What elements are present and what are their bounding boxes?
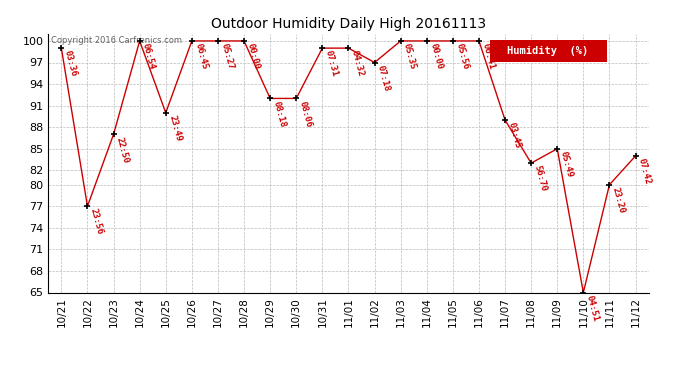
Text: 07:18: 07:18 [376, 64, 392, 92]
Text: 05:35: 05:35 [402, 42, 417, 70]
Text: 07:42: 07:42 [637, 158, 653, 186]
Text: 04:51: 04:51 [584, 294, 600, 322]
Title: Outdoor Humidity Daily High 20161113: Outdoor Humidity Daily High 20161113 [211, 17, 486, 31]
Text: 05:27: 05:27 [219, 42, 235, 70]
Text: 03:36: 03:36 [63, 50, 79, 78]
Text: 06:41: 06:41 [480, 42, 496, 70]
Text: 07:31: 07:31 [324, 50, 339, 78]
Text: 23:56: 23:56 [89, 208, 104, 236]
Text: 06:54: 06:54 [141, 42, 157, 70]
Text: 05:56: 05:56 [454, 42, 470, 70]
Text: 05:49: 05:49 [559, 150, 574, 178]
Text: 04:32: 04:32 [350, 50, 366, 78]
Text: 03:45: 03:45 [506, 122, 522, 150]
Text: 00:00: 00:00 [246, 42, 261, 70]
Text: 00:00: 00:00 [428, 42, 444, 70]
Text: 23:20: 23:20 [611, 186, 627, 214]
Text: 23:49: 23:49 [167, 114, 183, 142]
Text: Copyright 2016 Carfrenics.com: Copyright 2016 Carfrenics.com [51, 36, 182, 45]
Text: 56:70: 56:70 [533, 165, 548, 193]
Text: 06:45: 06:45 [193, 42, 209, 70]
Text: 22:50: 22:50 [115, 136, 130, 164]
Text: 08:18: 08:18 [272, 100, 287, 128]
Text: 08:06: 08:06 [297, 100, 313, 128]
